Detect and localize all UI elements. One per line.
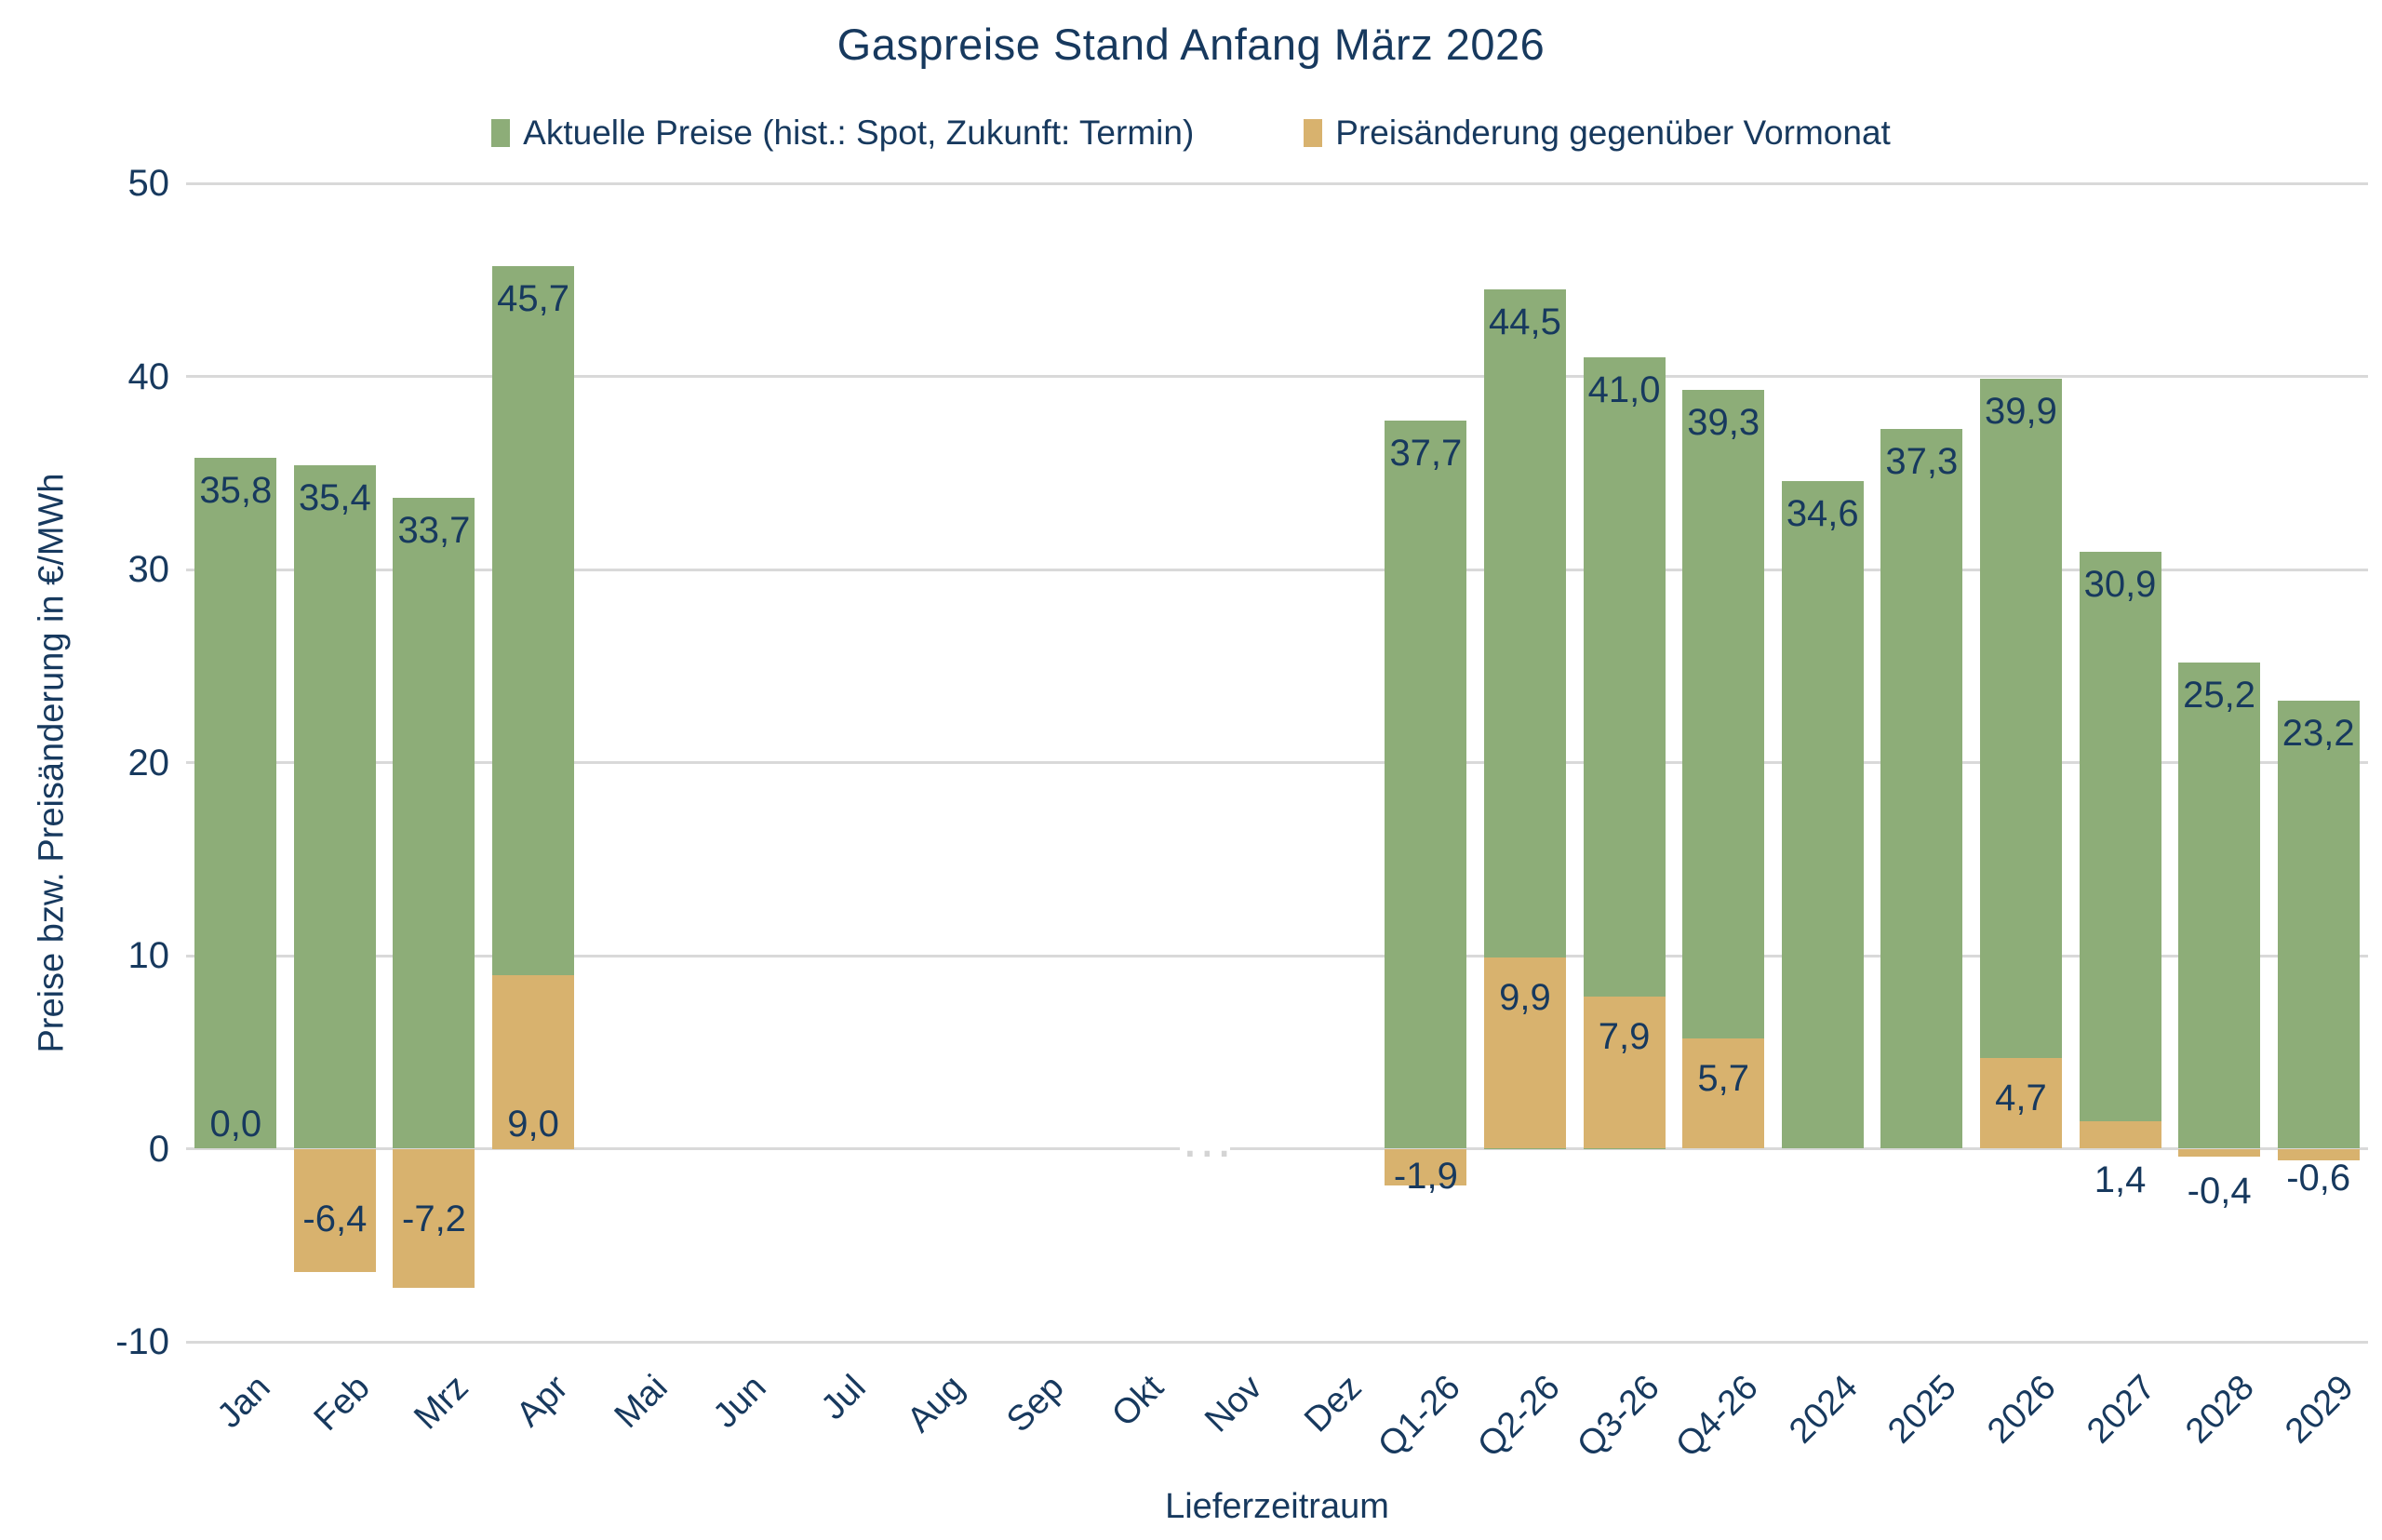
y-tick-label--10: -10 <box>115 1321 169 1362</box>
bar-change-2026 <box>1979 1057 2062 1149</box>
y-tick-label-0: 0 <box>148 1128 169 1170</box>
legend-swatch-green <box>491 119 511 147</box>
value-label-price-2026: 39,9 <box>1984 390 2057 432</box>
value-label-change-2027: 1,4 <box>2094 1158 2147 1200</box>
gridline-20 <box>186 761 2368 764</box>
bar-change-Q3-26 <box>1583 996 1666 1149</box>
bar-change-2027 <box>2079 1121 2161 1149</box>
value-label-change-Q3-26: 7,9 <box>1598 1015 1651 1057</box>
gridline-50 <box>186 181 2368 185</box>
y-tick-label-20: 20 <box>127 742 170 783</box>
value-label-price-Q4-26: 39,3 <box>1687 402 1760 444</box>
value-label-price-2028: 25,2 <box>2183 674 2256 716</box>
value-label-change-Mrz: -7,2 <box>402 1198 466 1239</box>
value-label-change-2029: -0,6 <box>2286 1157 2351 1199</box>
y-tick-label-10: 10 <box>127 935 170 976</box>
gridline-0 <box>186 1147 2368 1150</box>
legend-swatch-tan <box>1304 119 1323 147</box>
value-label-change-Q1-26: -1,9 <box>1393 1155 1458 1197</box>
value-label-price-Feb: 35,4 <box>298 476 371 518</box>
y-tick-label-40: 40 <box>127 355 170 397</box>
value-label-price-2024: 34,6 <box>1786 492 1859 534</box>
bar-price-2026 <box>1979 378 2062 1149</box>
legend-label-price-change: Preisänderung gegenüber Vormonat <box>1335 114 1891 152</box>
bar-change-Mrz <box>393 1148 475 1288</box>
bar-change-Feb <box>293 1148 376 1273</box>
value-label-price-Jan: 35,8 <box>199 469 273 511</box>
bar-change-Q1-26 <box>1385 1148 1467 1185</box>
gridline-40 <box>186 375 2368 378</box>
gridline--10 <box>186 1340 2368 1344</box>
bar-change-Apr <box>492 974 575 1149</box>
value-label-change-Feb: -6,4 <box>302 1198 368 1239</box>
bar-change-Q2-26 <box>1483 957 1566 1149</box>
legend-label-current-prices: Aktuelle Preise (hist.: Spot, Zukunft: T… <box>523 114 1195 152</box>
bar-price-2024 <box>1781 480 1864 1149</box>
gridline-10 <box>186 954 2368 957</box>
y-tick-label-50: 50 <box>127 163 170 204</box>
bar-change-2028 <box>2178 1148 2261 1157</box>
bar-price-Mrz <box>393 498 475 1149</box>
value-label-change-Jan: 0,0 <box>209 1103 262 1145</box>
value-label-change-Q2-26: 9,9 <box>1499 977 1551 1019</box>
bar-change-Q4-26 <box>1682 1038 1765 1149</box>
y-tick-label-30: 30 <box>127 549 170 590</box>
legend: Aktuelle Preise (hist.: Spot, Zukunft: T… <box>0 114 2382 153</box>
value-label-price-Q3-26: 41,0 <box>1587 368 1661 410</box>
bar-price-2025 <box>1880 428 1963 1149</box>
bar-price-Jan <box>194 457 277 1149</box>
value-label-price-2027: 30,9 <box>2083 564 2157 606</box>
legend-item-current-prices: Aktuelle Preise (hist.: Spot, Zukunft: T… <box>491 114 1194 153</box>
bar-change-2029 <box>2277 1148 2360 1160</box>
value-label-change-Q4-26: 5,7 <box>1697 1058 1749 1100</box>
value-label-price-2029: 23,2 <box>2282 713 2355 755</box>
value-label-price-2025: 37,3 <box>1885 440 1959 482</box>
bar-price-Q4-26 <box>1682 390 1765 1149</box>
gridline-30 <box>186 568 2368 571</box>
bar-price-Feb <box>293 464 376 1149</box>
value-label-price-Q2-26: 44,5 <box>1489 301 1561 343</box>
value-label-change-2028: -0,4 <box>2187 1170 2252 1212</box>
value-label-change-Apr: 9,0 <box>507 1103 559 1145</box>
value-label-price-Mrz: 33,7 <box>397 510 471 552</box>
bar-price-2027 <box>2079 552 2161 1149</box>
legend-item-price-change: Preisänderung gegenüber Vormonat <box>1304 114 1891 153</box>
missing-data-ellipsis: … <box>1180 1107 1236 1169</box>
x-axis-title: Lieferzeitraum <box>1165 1487 1389 1526</box>
value-label-price-Q1-26: 37,7 <box>1389 433 1463 475</box>
bar-price-Q1-26 <box>1385 421 1467 1149</box>
bar-price-2028 <box>2178 662 2261 1149</box>
chart-title: Gaspreise Stand Anfang März 2026 <box>836 20 1546 69</box>
bar-price-2029 <box>2277 701 2360 1149</box>
value-label-change-2026: 4,7 <box>1995 1077 2047 1118</box>
value-label-price-Apr: 45,7 <box>497 278 569 320</box>
